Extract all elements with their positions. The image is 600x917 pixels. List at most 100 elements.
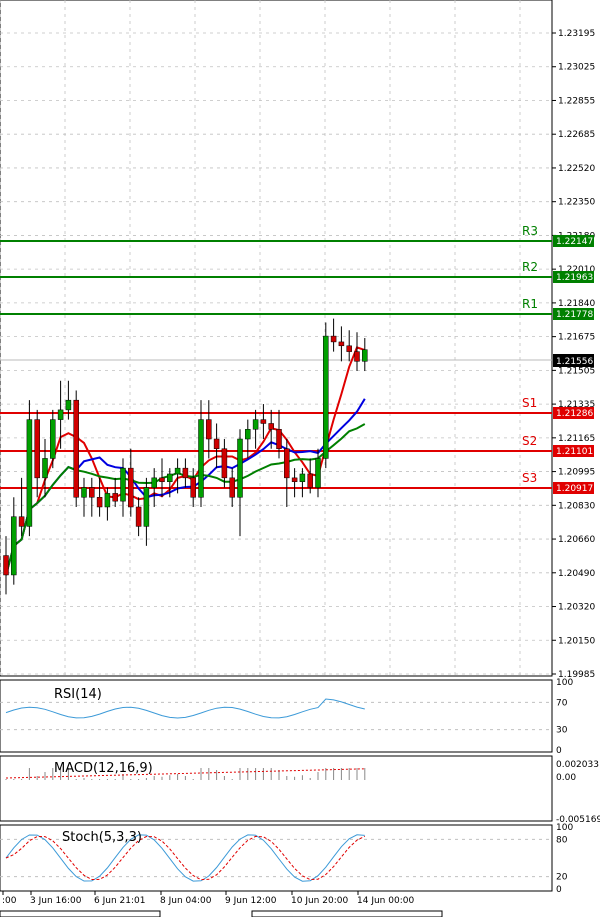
candle-body <box>252 419 259 430</box>
time-tick-label: 14 Jun 00:00 <box>357 896 414 906</box>
rsi-tick-label: 70 <box>556 698 568 708</box>
candle-body <box>206 419 212 440</box>
candle-body <box>346 345 352 352</box>
price-tick-label: 1.20150 <box>558 636 595 646</box>
candle-body <box>11 516 17 576</box>
candlesticks <box>3 318 368 595</box>
macd-tick-label: 0.00 <box>556 773 576 783</box>
candle-body <box>291 477 298 482</box>
candle-body <box>330 335 337 343</box>
candle-body <box>128 467 134 508</box>
macd-histogram <box>5 768 366 780</box>
stoch-grid <box>0 838 552 878</box>
candle-body <box>299 473 306 482</box>
rsi-tick-label: 0 <box>556 746 562 756</box>
macd-axis: 0.002033 0.00 -0.005169 <box>556 760 600 825</box>
rsi-line <box>5 698 365 719</box>
stoch-tick-label: 20 <box>556 873 568 883</box>
current-price-label: 1.21556 <box>556 357 593 367</box>
candle-body <box>159 477 165 482</box>
candle-body <box>198 419 204 498</box>
candle-body <box>89 487 95 498</box>
candle-body <box>323 335 329 459</box>
price-tick-label: 1.21335 <box>558 400 595 410</box>
stoch-title: Stoch(5,3,3) <box>62 830 142 845</box>
candle-body <box>50 419 56 459</box>
pivot-value-box <box>553 445 594 457</box>
candle-body <box>42 458 48 479</box>
candle-body <box>57 409 64 420</box>
pivot-value-r3: 1.22147 <box>556 237 593 247</box>
candle-body <box>34 419 40 479</box>
pivot-value-s2: 1.21101 <box>556 447 593 457</box>
price-tick-label: 1.22855 <box>558 96 595 106</box>
candle-body <box>307 473 313 488</box>
pivot-value-r1: 1.21778 <box>556 310 593 320</box>
price-tick-label: 1.22685 <box>558 130 595 140</box>
candle-body <box>96 497 103 508</box>
pivot-name-s3: S3 <box>522 471 537 485</box>
price-tick-label: 1.21675 <box>558 333 595 343</box>
price-tick-label: 1.19985 <box>558 670 595 680</box>
price-tick-label: 1.20995 <box>558 468 595 478</box>
macd-panel-frame <box>0 755 553 822</box>
candle-body <box>229 477 235 498</box>
candle-body <box>221 448 228 479</box>
candle-body <box>338 341 345 347</box>
candle-body <box>245 429 251 440</box>
pivot-value-box <box>553 235 594 247</box>
candle-body <box>260 419 267 424</box>
pivot-value-box <box>553 407 594 419</box>
price-tick-label: 1.21840 <box>558 299 595 309</box>
candle-body <box>167 473 173 482</box>
stoch-axis: 100 80 20 0 <box>556 823 573 895</box>
candle-body <box>284 448 290 479</box>
time-tick-label: 3 Jun 16:00 <box>30 896 82 906</box>
candle-body <box>174 467 181 475</box>
stoch-tick-label: 80 <box>556 835 568 845</box>
time-tick-label: :00 <box>2 896 17 906</box>
pivot-value-s3: 1.20917 <box>556 484 593 494</box>
pivot-name-r3: R3 <box>522 224 538 238</box>
candle-body <box>151 477 157 488</box>
candle-body <box>362 349 368 362</box>
pivot-value-box <box>553 271 594 283</box>
candle-body <box>315 458 321 488</box>
candle-body <box>190 477 196 498</box>
rsi-title: RSI(14) <box>54 687 102 702</box>
pivot-name-s1: S1 <box>522 396 537 410</box>
pivot-name-r2: R2 <box>522 260 538 274</box>
stoch-tick-label: 0 <box>556 885 562 895</box>
scrollbar[interactable] <box>0 910 443 917</box>
time-tick-label: 10 Jun 20:00 <box>291 896 348 906</box>
candle-body <box>213 438 220 449</box>
pivot-labels: R3 1.22147 R2 1.21963 R1 1.21778 S1 1.21286 S2 1.… <box>522 224 594 494</box>
rsi-tick-label: 100 <box>556 678 573 688</box>
candle-body <box>104 493 111 508</box>
pivot-value-box <box>553 482 594 494</box>
time-tick-label: 9 Jun 12:00 <box>225 896 277 906</box>
price-tick-label: 1.23025 <box>558 63 595 73</box>
rsi-grid <box>0 701 552 731</box>
candle-body <box>81 487 87 498</box>
candle-body <box>354 351 360 362</box>
rsi-tick-label: 30 <box>556 726 568 736</box>
time-axis: :00 3 Jun 16:00 6 Jun 21:01 8 Jun 04:00 9 Ju… <box>2 891 414 906</box>
candle-body <box>182 467 189 479</box>
candle-body <box>120 467 126 502</box>
price-tick-label: 1.22520 <box>558 164 595 174</box>
stoch-panel-frame <box>0 824 553 892</box>
pivot-value-s1: 1.21286 <box>556 409 593 419</box>
candle-body <box>237 438 243 498</box>
pivot-name-s2: S2 <box>522 434 537 448</box>
price-tick-label: 1.23195 <box>558 29 595 39</box>
macd-tick-label: 0.002033 <box>556 760 599 770</box>
candle-body <box>26 419 33 527</box>
macd-tick-label: -0.005169 <box>556 815 600 825</box>
candle-body <box>135 506 142 527</box>
candle-body <box>3 555 9 576</box>
macd-title: MACD(12,16,9) <box>54 761 153 776</box>
candle-body <box>65 399 72 411</box>
pivot-value-box <box>553 308 594 320</box>
